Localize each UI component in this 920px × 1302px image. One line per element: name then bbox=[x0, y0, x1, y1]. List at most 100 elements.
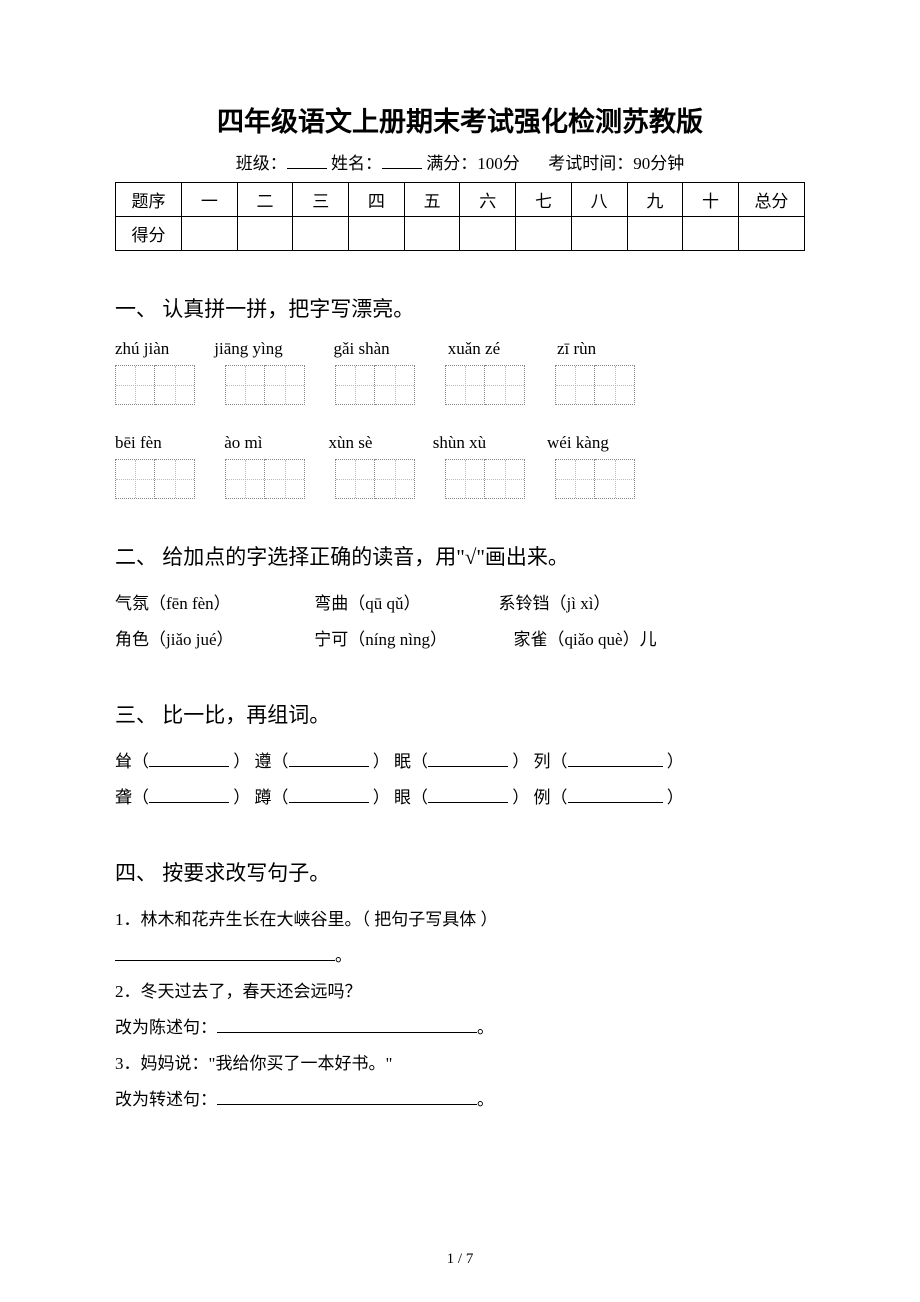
fill-blank[interactable] bbox=[428, 750, 508, 767]
fill-blank[interactable] bbox=[568, 750, 663, 767]
pinyin: zī rùn bbox=[557, 339, 596, 359]
write-boxes-row-2 bbox=[115, 459, 805, 499]
write-box[interactable] bbox=[115, 459, 195, 499]
write-box[interactable] bbox=[555, 365, 635, 405]
write-box[interactable] bbox=[445, 365, 525, 405]
write-box[interactable] bbox=[555, 459, 635, 499]
write-box[interactable] bbox=[115, 365, 195, 405]
time-label: 考试时间： bbox=[548, 154, 633, 173]
pinyin-row-2: bēi fèn ào mì xùn sè shùn xù wéi kàng bbox=[115, 433, 805, 453]
period: 。 bbox=[477, 1018, 494, 1037]
q2-item: 弯曲（qū qǔ） bbox=[314, 587, 494, 621]
col-4: 四 bbox=[349, 183, 405, 217]
table-row-header: 题序 一 二 三 四 五 六 七 八 九 十 总分 bbox=[116, 183, 805, 217]
s3-text: 耸（ bbox=[115, 752, 149, 771]
pinyin: ào mì bbox=[224, 433, 324, 453]
q2-item: 宁可（níng nìng） bbox=[314, 623, 509, 657]
page-number: 1 / 7 bbox=[0, 1251, 920, 1268]
col-9: 九 bbox=[627, 183, 683, 217]
pinyin-row-1: zhú jiàn jiāng yìng gǎi shàn xuǎn zé zī … bbox=[115, 339, 805, 359]
col-10: 十 bbox=[683, 183, 739, 217]
score-cell[interactable] bbox=[683, 217, 739, 251]
s3-text: 聋（ bbox=[115, 788, 149, 807]
pinyin: bēi fèn bbox=[115, 433, 220, 453]
page-title: 四年级语文上册期末考试强化检测苏教版 bbox=[115, 100, 805, 139]
s3-row: 耸（ ） 遵（ ） 眠（ ） 列（ ） bbox=[115, 745, 805, 779]
answer-line[interactable] bbox=[217, 1023, 477, 1033]
col-7: 七 bbox=[516, 183, 572, 217]
q2-item: 角色（jiǎo jué） bbox=[115, 623, 310, 657]
col-total: 总分 bbox=[738, 183, 804, 217]
answer-line[interactable] bbox=[217, 1095, 477, 1105]
pinyin: shùn xù bbox=[433, 433, 543, 453]
fill-blank[interactable] bbox=[289, 786, 369, 803]
write-box[interactable] bbox=[225, 365, 305, 405]
s4-q3: 3．妈妈说："我给你买了一本好书。" bbox=[115, 1047, 805, 1081]
s3-text: ） bbox=[667, 788, 684, 807]
pinyin: xùn sè bbox=[329, 433, 429, 453]
col-3: 三 bbox=[293, 183, 349, 217]
fullscore-label: 满分： bbox=[426, 154, 477, 173]
row1-label: 题序 bbox=[116, 183, 182, 217]
section-3-body: 耸（ ） 遵（ ） 眠（ ） 列（ ） 聋（ ） 蹲（ ） 眼（ ） 例（ ） bbox=[115, 745, 805, 815]
section-4-body: 1．林木和花卉生长在大峡谷里。（ 把句子写具体 ） 。 2．冬天过去了，春天还会… bbox=[115, 903, 805, 1117]
write-box[interactable] bbox=[335, 459, 415, 499]
name-blank[interactable] bbox=[382, 152, 422, 169]
section-2-heading: 二、 给加点的字选择正确的读音，用"√"画出来。 bbox=[115, 541, 805, 571]
s3-text: ） 眠（ bbox=[373, 752, 428, 771]
write-box[interactable] bbox=[225, 459, 305, 499]
score-table: 题序 一 二 三 四 五 六 七 八 九 十 总分 得分 bbox=[115, 182, 805, 251]
s3-text: ） 遵（ bbox=[233, 752, 288, 771]
score-cell[interactable] bbox=[460, 217, 516, 251]
s3-text: ） bbox=[667, 752, 684, 771]
score-cell[interactable] bbox=[349, 217, 405, 251]
exam-page: 四年级语文上册期末考试强化检测苏教版 班级： 姓名： 满分：100分 考试时间：… bbox=[0, 0, 920, 1302]
fullscore-value: 100分 bbox=[477, 154, 520, 173]
fill-blank[interactable] bbox=[289, 750, 369, 767]
s4-q2-prefix: 改为陈述句： bbox=[115, 1018, 217, 1037]
answer-line[interactable] bbox=[115, 944, 335, 961]
write-box[interactable] bbox=[445, 459, 525, 499]
score-cell[interactable] bbox=[293, 217, 349, 251]
score-cell[interactable] bbox=[182, 217, 238, 251]
s3-text: ） 例（ bbox=[512, 788, 567, 807]
score-cell[interactable] bbox=[627, 217, 683, 251]
period: 。 bbox=[335, 946, 352, 965]
col-1: 一 bbox=[182, 183, 238, 217]
score-cell[interactable] bbox=[571, 217, 627, 251]
fill-blank[interactable] bbox=[149, 786, 229, 803]
col-2: 二 bbox=[237, 183, 293, 217]
class-label: 班级： bbox=[236, 154, 287, 173]
section-2-body: 气氛（fēn fèn） 弯曲（qū qǔ） 系铃铛（jì xì） 角色（jiǎo… bbox=[115, 587, 805, 657]
table-row-score: 得分 bbox=[116, 217, 805, 251]
fill-blank[interactable] bbox=[428, 786, 508, 803]
class-blank[interactable] bbox=[287, 152, 327, 169]
pinyin: xuǎn zé bbox=[448, 339, 553, 359]
section-4-heading: 四、 按要求改写句子。 bbox=[115, 857, 805, 887]
pinyin: gǎi shàn bbox=[334, 339, 444, 359]
section-3-heading: 三、 比一比，再组词。 bbox=[115, 699, 805, 729]
pinyin: zhú jiàn bbox=[115, 339, 210, 359]
q2-item: 气氛（fēn fèn） bbox=[115, 587, 310, 621]
info-line: 班级： 姓名： 满分：100分 考试时间：90分钟 bbox=[115, 149, 805, 174]
section-1-heading: 一、 认真拼一拼，把字写漂亮。 bbox=[115, 293, 805, 323]
q2-item: 家雀（qiǎo què）儿 bbox=[514, 630, 657, 649]
name-label: 姓名： bbox=[331, 154, 382, 173]
period: 。 bbox=[477, 1090, 494, 1109]
score-total-cell[interactable] bbox=[738, 217, 804, 251]
fill-blank[interactable] bbox=[149, 750, 229, 767]
s4-q1: 1．林木和花卉生长在大峡谷里。（ 把句子写具体 ） bbox=[115, 903, 805, 937]
pinyin: jiāng yìng bbox=[214, 339, 329, 359]
score-cell[interactable] bbox=[516, 217, 572, 251]
col-5: 五 bbox=[404, 183, 460, 217]
fill-blank[interactable] bbox=[568, 786, 663, 803]
s4-q3-prefix: 改为转述句： bbox=[115, 1090, 217, 1109]
write-boxes-row-1 bbox=[115, 365, 805, 405]
s4-q2: 2．冬天过去了，春天还会远吗？ bbox=[115, 975, 805, 1009]
score-cell[interactable] bbox=[404, 217, 460, 251]
time-value: 90分钟 bbox=[633, 154, 684, 173]
score-cell[interactable] bbox=[237, 217, 293, 251]
col-6: 六 bbox=[460, 183, 516, 217]
s3-text: ） 蹲（ bbox=[233, 788, 288, 807]
write-box[interactable] bbox=[335, 365, 415, 405]
